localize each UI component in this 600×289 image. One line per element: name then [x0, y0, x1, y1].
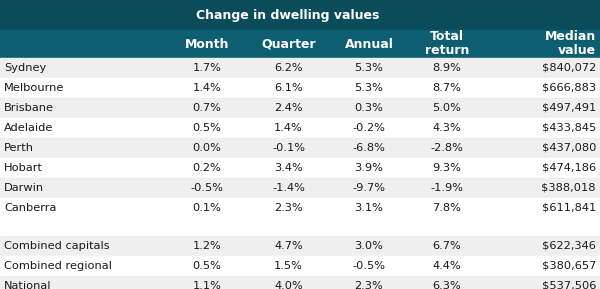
Text: Melbourne: Melbourne: [4, 83, 64, 93]
Text: -0.1%: -0.1%: [272, 143, 305, 153]
Text: 1.4%: 1.4%: [193, 83, 221, 93]
Text: 0.7%: 0.7%: [193, 103, 221, 113]
Bar: [0, 138, 600, 158]
Bar: [0, 98, 600, 118]
Bar: [0, 78, 600, 98]
Text: 0.2%: 0.2%: [193, 163, 221, 173]
Text: $666,883: $666,883: [542, 83, 596, 93]
Text: Median
value: Median value: [545, 31, 596, 58]
Text: $611,841: $611,841: [542, 203, 596, 213]
Bar: [0, 256, 600, 276]
Text: -0.5%: -0.5%: [191, 183, 223, 193]
Bar: [0, 236, 600, 256]
Text: $497,491: $497,491: [542, 103, 596, 113]
Bar: [0, 218, 600, 236]
Text: 3.4%: 3.4%: [274, 163, 303, 173]
Text: 1.1%: 1.1%: [193, 281, 221, 289]
Text: 1.4%: 1.4%: [274, 123, 303, 133]
Text: Annual: Annual: [344, 38, 394, 51]
Text: 8.7%: 8.7%: [433, 83, 461, 93]
Text: Hobart: Hobart: [4, 163, 43, 173]
Text: 5.3%: 5.3%: [355, 63, 383, 73]
Text: $433,845: $433,845: [542, 123, 596, 133]
Bar: [0, 58, 600, 78]
Bar: [0, 276, 600, 289]
Text: 1.5%: 1.5%: [274, 261, 303, 271]
Text: $537,506: $537,506: [542, 281, 596, 289]
Text: 4.4%: 4.4%: [433, 261, 461, 271]
Text: 2.3%: 2.3%: [355, 281, 383, 289]
Text: National: National: [4, 281, 52, 289]
Text: 3.0%: 3.0%: [355, 241, 383, 251]
Text: 7.8%: 7.8%: [433, 203, 461, 213]
Text: Change in dwelling values: Change in dwelling values: [196, 8, 379, 21]
Text: 0.0%: 0.0%: [193, 143, 221, 153]
Text: 5.3%: 5.3%: [355, 83, 383, 93]
Text: Quarter: Quarter: [261, 38, 316, 51]
Text: Darwin: Darwin: [4, 183, 44, 193]
Text: $388,018: $388,018: [542, 183, 596, 193]
Text: 6.1%: 6.1%: [274, 83, 303, 93]
Text: $840,072: $840,072: [542, 63, 596, 73]
Text: 5.0%: 5.0%: [433, 103, 461, 113]
Text: -0.5%: -0.5%: [353, 261, 386, 271]
Bar: [0, 198, 600, 218]
Text: 8.9%: 8.9%: [433, 63, 461, 73]
Text: 0.1%: 0.1%: [193, 203, 221, 213]
Text: 6.2%: 6.2%: [274, 63, 303, 73]
Text: $437,080: $437,080: [542, 143, 596, 153]
Text: Combined regional: Combined regional: [4, 261, 112, 271]
Text: 4.7%: 4.7%: [274, 241, 303, 251]
Text: -0.2%: -0.2%: [353, 123, 385, 133]
Bar: [0, 158, 600, 178]
Text: Sydney: Sydney: [4, 63, 46, 73]
Text: 4.0%: 4.0%: [274, 281, 303, 289]
Bar: [0, 118, 600, 138]
Text: 6.3%: 6.3%: [433, 281, 461, 289]
Bar: [0, 30, 600, 58]
Text: 0.5%: 0.5%: [193, 261, 221, 271]
Text: Total
return: Total return: [425, 31, 469, 58]
Text: Brisbane: Brisbane: [4, 103, 54, 113]
Text: 0.5%: 0.5%: [193, 123, 221, 133]
Text: Perth: Perth: [4, 143, 34, 153]
Text: -1.4%: -1.4%: [272, 183, 305, 193]
Text: 1.2%: 1.2%: [193, 241, 221, 251]
Text: Adelaide: Adelaide: [4, 123, 53, 133]
Bar: [0, 0, 600, 30]
Text: Canberra: Canberra: [4, 203, 56, 213]
Text: $380,657: $380,657: [542, 261, 596, 271]
Text: 3.1%: 3.1%: [355, 203, 383, 213]
Text: -6.8%: -6.8%: [353, 143, 385, 153]
Text: -9.7%: -9.7%: [353, 183, 386, 193]
Text: Month: Month: [185, 38, 229, 51]
Text: 0.3%: 0.3%: [355, 103, 383, 113]
Text: 6.7%: 6.7%: [433, 241, 461, 251]
Text: Combined capitals: Combined capitals: [4, 241, 110, 251]
Text: $622,346: $622,346: [542, 241, 596, 251]
Bar: [0, 178, 600, 198]
Text: 2.3%: 2.3%: [274, 203, 303, 213]
Text: 1.7%: 1.7%: [193, 63, 221, 73]
Text: 2.4%: 2.4%: [274, 103, 303, 113]
Text: $474,186: $474,186: [542, 163, 596, 173]
Text: -2.8%: -2.8%: [431, 143, 463, 153]
Text: 3.9%: 3.9%: [355, 163, 383, 173]
Text: 9.3%: 9.3%: [433, 163, 461, 173]
Text: -1.9%: -1.9%: [431, 183, 464, 193]
Text: 4.3%: 4.3%: [433, 123, 461, 133]
